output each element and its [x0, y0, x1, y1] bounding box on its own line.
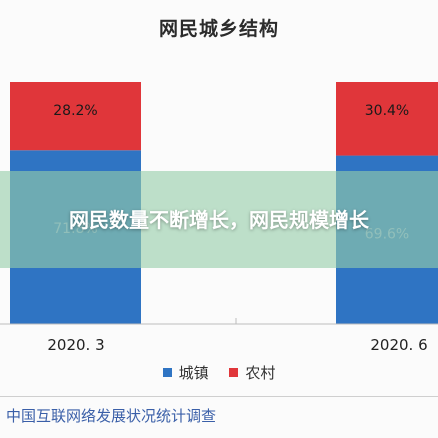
bar-rural-1	[10, 82, 141, 151]
legend-swatch-urban	[162, 368, 172, 377]
legend: 城镇 农村	[0, 362, 438, 383]
legend-label-rural: 农村	[245, 364, 276, 382]
footer-divider	[0, 396, 438, 397]
legend-item-rural: 农村	[229, 362, 275, 383]
data-label-rural-2: 30.4%	[365, 103, 409, 119]
legend-swatch-rural	[229, 368, 239, 377]
chart-title: 网民城乡结构	[158, 18, 279, 40]
legend-label-urban: 城镇	[178, 364, 209, 382]
bar-rural-2	[336, 82, 438, 156]
legend-item-urban: 城镇	[162, 362, 209, 383]
headline-banner: 网民数量不断增长，网民规模增长	[0, 171, 438, 268]
x-tick-label-2: 2020. 6	[370, 336, 427, 354]
headline-text: 网民数量不断增长，网民规模增长	[69, 207, 369, 232]
source-note: 中国互联网络发展状况统计调查	[6, 407, 217, 425]
data-label-rural-1: 28.2%	[53, 103, 97, 119]
x-tick-label-1: 2020. 3	[47, 336, 104, 354]
